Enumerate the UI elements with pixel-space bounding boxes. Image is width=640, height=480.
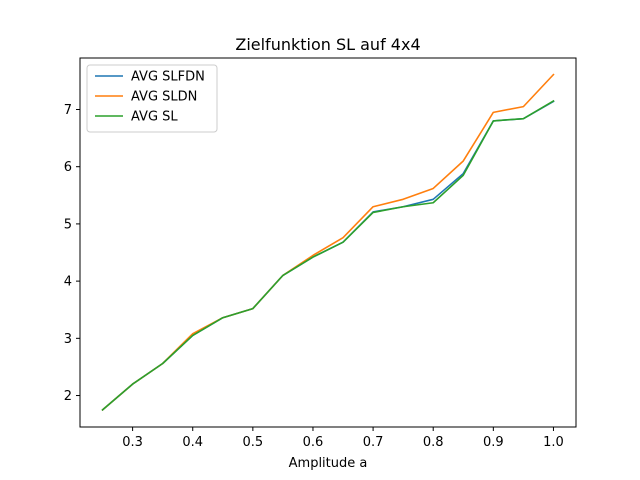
plot-area: 0.3 0.4 0.5 0.6 0.7 0.8 0.9 1.0 2 3 4 5 6 7: [64, 57, 577, 450]
series-line-1: [101, 100, 555, 411]
y-tick-label: 3: [64, 332, 72, 347]
chart-title: Zielfunktion SL auf 4x4: [235, 35, 420, 54]
plot-frame: [79, 57, 577, 428]
y-tick-label: 7: [64, 103, 72, 118]
x-tick-label: 0.4: [182, 435, 203, 450]
x-axis-label: Amplitude a: [289, 456, 368, 471]
legend: AVG SLFDN AVG SLDN AVG SL: [86, 64, 218, 133]
x-tick-label: 0.6: [303, 435, 324, 450]
x-tick-label: 0.5: [243, 435, 264, 450]
x-tick-label: 0.8: [423, 435, 444, 450]
x-tick-label: 0.7: [363, 435, 384, 450]
y-tick-label: 5: [64, 217, 72, 232]
legend-label-1: AVG SLFDN: [131, 70, 205, 85]
y-tick-label: 2: [64, 389, 72, 404]
x-tick-label: 0.9: [483, 435, 504, 450]
y-tick-label: 4: [64, 275, 72, 290]
x-tick-label: 1.0: [543, 435, 564, 450]
legend-label-3: AVG SL: [131, 110, 178, 125]
legend-label-2: AVG SLDN: [131, 90, 197, 105]
x-tick-label: 0.3: [122, 435, 143, 450]
y-tick-label: 6: [64, 160, 72, 175]
series-line-3: [101, 99, 555, 411]
